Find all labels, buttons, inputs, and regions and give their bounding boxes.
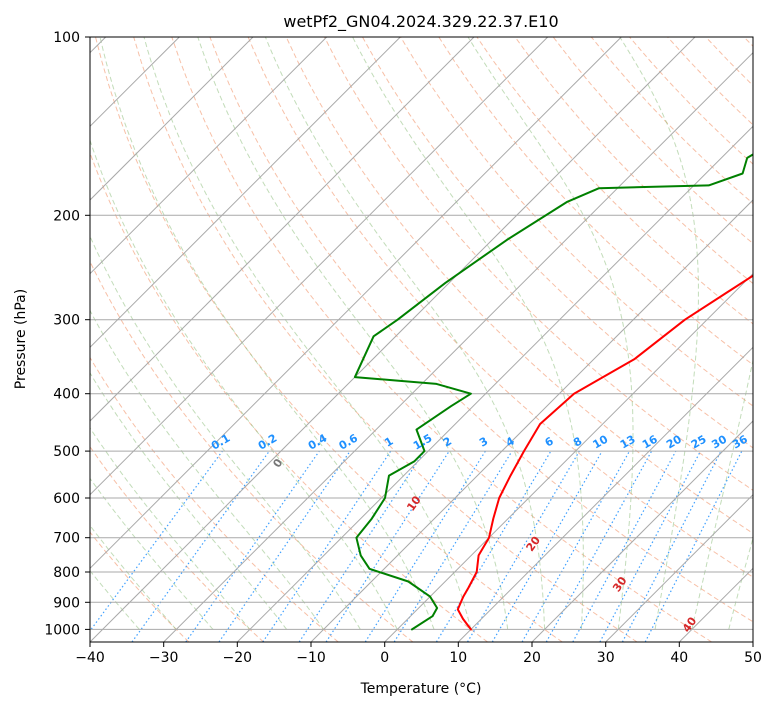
- y-tick-label: 200: [53, 208, 80, 224]
- x-tick-label: −40: [75, 650, 105, 666]
- x-tick-label: 50: [744, 650, 762, 666]
- y-tick-label: 800: [53, 565, 80, 581]
- y-tick-label: 100: [53, 30, 80, 46]
- y-tick-label: 400: [53, 387, 80, 403]
- x-tick-label: 30: [597, 650, 615, 666]
- x-tick-label: 40: [670, 650, 688, 666]
- chart-title: wetPf2_GN04.2024.329.22.37.E10: [283, 12, 558, 32]
- y-tick-label: 600: [53, 491, 80, 507]
- x-axis-label: Temperature (°C): [360, 681, 482, 697]
- x-tick-label: 10: [449, 650, 467, 666]
- y-axis-label: Pressure (hPa): [13, 289, 29, 389]
- y-tick-label: 700: [53, 531, 80, 547]
- y-tick-label: 500: [53, 444, 80, 460]
- x-tick-label: 20: [523, 650, 541, 666]
- x-tick-label: 0: [380, 650, 389, 666]
- y-tick-label: 300: [53, 313, 80, 329]
- y-tick-label: 1000: [44, 622, 80, 638]
- x-tick-label: −30: [149, 650, 179, 666]
- x-tick-label: −10: [296, 650, 326, 666]
- x-tick-label: −20: [223, 650, 253, 666]
- y-tick-label: 900: [53, 595, 80, 611]
